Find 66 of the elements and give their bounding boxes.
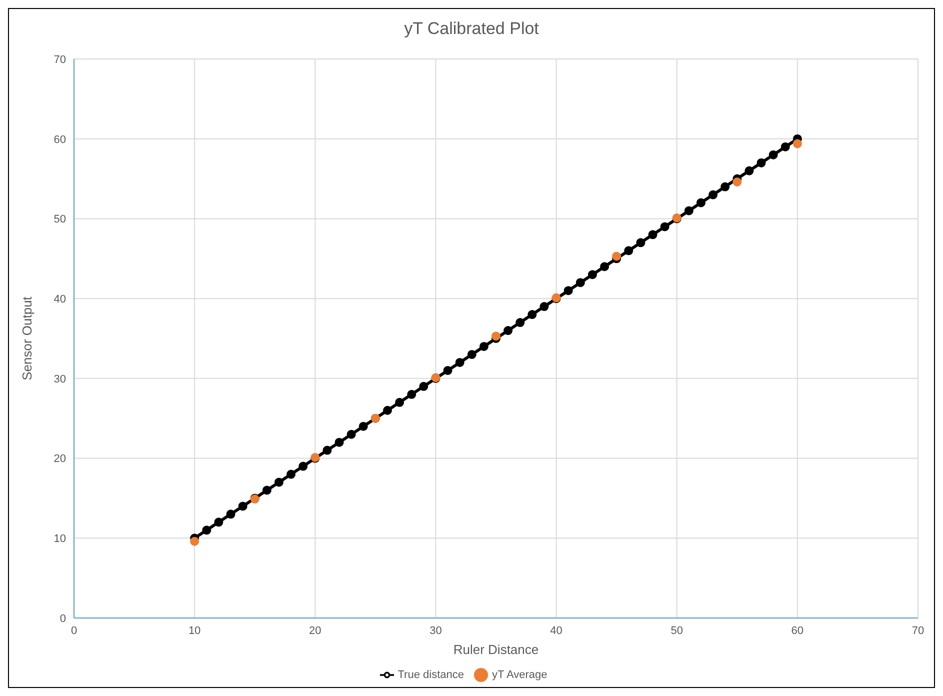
point <box>720 182 730 192</box>
point <box>744 166 754 176</box>
point <box>684 206 694 216</box>
legend-label: True distance <box>398 668 464 681</box>
point <box>467 350 476 359</box>
x-axis-title: Ruler Distance <box>453 642 539 657</box>
x-tick-label: 20 <box>309 624 322 637</box>
x-tick-label: 50 <box>670 624 683 637</box>
point <box>286 470 296 479</box>
point <box>636 238 646 248</box>
point <box>612 252 622 261</box>
point <box>358 422 368 431</box>
point <box>528 310 537 320</box>
point <box>696 198 706 208</box>
point <box>238 502 248 511</box>
x-tick-label: 70 <box>912 624 924 637</box>
legend-label: yT Average <box>492 668 548 681</box>
point <box>492 332 500 341</box>
point <box>190 536 200 546</box>
y-tick-label: 0 <box>60 612 66 625</box>
x-tick-label: 40 <box>550 624 562 637</box>
point <box>516 318 525 328</box>
point <box>540 302 549 312</box>
point <box>732 177 742 186</box>
point <box>624 246 634 256</box>
y-tick-label: 30 <box>54 373 66 386</box>
point <box>600 262 610 272</box>
point <box>419 382 428 391</box>
y-tick-label: 70 <box>54 54 66 66</box>
point <box>262 486 272 495</box>
point <box>395 398 404 407</box>
point <box>768 150 778 160</box>
point <box>504 326 513 336</box>
point <box>214 518 224 527</box>
point <box>780 142 790 152</box>
x-tick-label: 60 <box>791 624 804 637</box>
point <box>455 358 464 367</box>
x-tick-label: 30 <box>430 624 442 637</box>
point <box>564 286 573 296</box>
point <box>202 526 212 535</box>
point <box>708 190 718 200</box>
point <box>298 462 308 471</box>
point <box>756 158 766 168</box>
y-tick-label: 40 <box>54 293 66 306</box>
point <box>660 222 670 232</box>
point <box>648 230 658 240</box>
x-tick-label: 0 <box>70 624 78 637</box>
x-tick-label: 10 <box>188 624 201 637</box>
y-axis-title: Sensor Output <box>20 296 35 380</box>
point <box>792 139 802 148</box>
point <box>274 478 284 487</box>
y-tick-label: 50 <box>54 214 66 226</box>
point <box>443 366 452 375</box>
point <box>382 406 392 415</box>
point <box>479 342 488 351</box>
point <box>576 278 585 288</box>
point <box>588 270 597 280</box>
y-tick-label: 60 <box>54 134 66 146</box>
point <box>322 446 332 455</box>
y-tick-label: 10 <box>54 533 66 546</box>
point <box>407 390 416 399</box>
chart-title: yT Calibrated Plot <box>403 18 540 40</box>
point <box>334 438 344 447</box>
point <box>226 510 236 519</box>
y-tick-label: 20 <box>54 453 66 466</box>
point <box>346 430 356 439</box>
